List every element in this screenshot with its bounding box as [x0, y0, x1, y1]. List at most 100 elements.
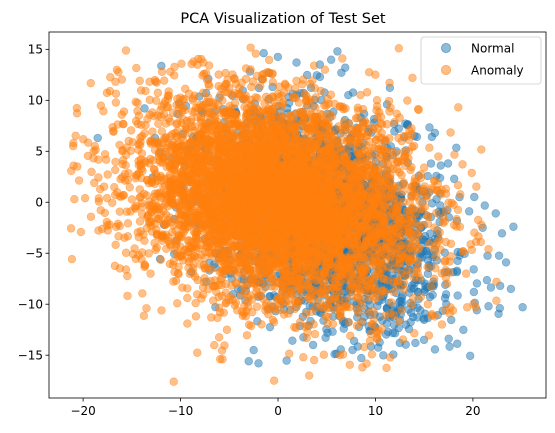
- data-point-anomaly: [99, 182, 109, 191]
- data-point-anomaly: [385, 78, 394, 88]
- data-point-normal: [394, 124, 403, 133]
- data-point-normal: [484, 302, 493, 311]
- data-point-anomaly: [71, 131, 80, 141]
- data-point-anomaly: [72, 103, 82, 113]
- data-point-anomaly: [385, 353, 395, 362]
- data-point-anomaly: [157, 306, 166, 315]
- data-point-anomaly: [410, 329, 419, 338]
- data-point-normal: [273, 52, 283, 62]
- data-point-normal: [506, 284, 516, 294]
- data-point-normal: [315, 72, 325, 82]
- data-point-normal: [308, 340, 318, 350]
- data-point-normal: [249, 345, 258, 355]
- data-point-normal: [430, 128, 440, 138]
- data-point-anomaly: [320, 65, 330, 74]
- data-point-normal: [480, 201, 489, 210]
- data-point-normal: [465, 351, 475, 361]
- data-point-anomaly: [472, 182, 481, 191]
- data-point-normal: [244, 357, 253, 366]
- data-point-normal: [416, 306, 425, 315]
- data-point-normal: [357, 353, 366, 363]
- data-point-normal: [469, 265, 478, 274]
- data-point-anomaly: [67, 254, 77, 264]
- data-point-normal: [464, 207, 474, 216]
- data-point-normal: [494, 251, 504, 260]
- data-point-anomaly: [149, 165, 159, 174]
- data-point-anomaly: [384, 96, 394, 106]
- data-point-anomaly: [330, 99, 339, 109]
- data-point-normal: [426, 159, 436, 168]
- data-point-normal: [411, 338, 420, 348]
- data-point-anomaly: [214, 70, 223, 79]
- data-point-normal: [292, 58, 301, 67]
- data-point-normal: [501, 258, 511, 267]
- data-point-normal: [472, 279, 482, 288]
- data-point-normal: [445, 342, 454, 351]
- data-point-anomaly: [114, 232, 123, 241]
- data-point-normal: [409, 284, 418, 293]
- data-point-normal: [259, 48, 268, 58]
- data-point-normal: [436, 161, 445, 170]
- data-point-normal: [333, 47, 342, 56]
- data-point-anomaly: [241, 64, 251, 73]
- data-point-anomaly: [492, 296, 501, 305]
- data-point-normal: [491, 209, 500, 218]
- data-point-normal: [518, 303, 527, 312]
- data-point-anomaly: [291, 93, 301, 103]
- data-point-normal: [93, 133, 102, 143]
- data-point-anomaly: [446, 128, 455, 137]
- data-point-anomaly: [99, 107, 108, 116]
- data-point-normal: [509, 222, 518, 231]
- data-point-anomaly: [458, 160, 467, 169]
- data-point-anomaly: [139, 311, 149, 320]
- data-point-anomaly: [191, 312, 201, 321]
- data-point-anomaly: [210, 341, 219, 350]
- data-point-anomaly: [140, 260, 149, 269]
- data-point-anomaly: [290, 84, 300, 93]
- data-point-anomaly: [111, 240, 120, 250]
- data-point-anomaly: [121, 46, 131, 55]
- data-point-anomaly: [416, 292, 426, 302]
- data-point-anomaly: [208, 296, 218, 305]
- data-points: [66, 43, 527, 386]
- data-point-anomaly: [423, 212, 433, 221]
- data-point-normal: [443, 159, 453, 168]
- data-point-normal: [452, 143, 461, 152]
- data-point-anomaly: [126, 126, 136, 135]
- data-point-normal: [430, 345, 440, 354]
- data-point-anomaly: [177, 59, 186, 68]
- data-point-anomaly: [76, 227, 86, 237]
- chart-title: PCA Visualization of Test Set: [180, 11, 385, 27]
- data-point-anomaly: [103, 170, 112, 179]
- data-point-anomaly: [79, 135, 88, 144]
- data-point-normal: [469, 287, 479, 297]
- data-point-anomaly: [459, 247, 468, 256]
- data-point-normal: [425, 123, 434, 132]
- data-point-normal: [453, 291, 462, 300]
- data-point-anomaly: [408, 294, 418, 303]
- data-point-normal: [326, 55, 336, 64]
- data-point-normal: [140, 104, 149, 113]
- data-point-normal: [422, 247, 432, 256]
- data-point-anomaly: [326, 90, 336, 99]
- data-point-anomaly: [456, 190, 465, 199]
- data-point-anomaly: [319, 350, 329, 359]
- data-point-normal: [254, 359, 263, 368]
- data-point-anomaly: [264, 55, 274, 65]
- data-point-normal: [397, 293, 406, 302]
- data-point-anomaly: [394, 133, 403, 143]
- data-point-normal: [497, 229, 507, 238]
- data-point-normal: [337, 68, 346, 77]
- data-point-anomaly: [414, 105, 423, 115]
- data-point-anomaly: [106, 73, 115, 82]
- data-point-normal: [450, 174, 459, 184]
- data-point-normal: [444, 334, 453, 343]
- data-point-anomaly: [400, 285, 409, 294]
- data-point-normal: [494, 309, 503, 319]
- data-point-normal: [288, 336, 297, 345]
- data-point-anomaly: [159, 76, 169, 85]
- data-point-normal: [459, 325, 468, 335]
- data-point-normal: [348, 88, 358, 97]
- data-point-anomaly: [403, 96, 412, 105]
